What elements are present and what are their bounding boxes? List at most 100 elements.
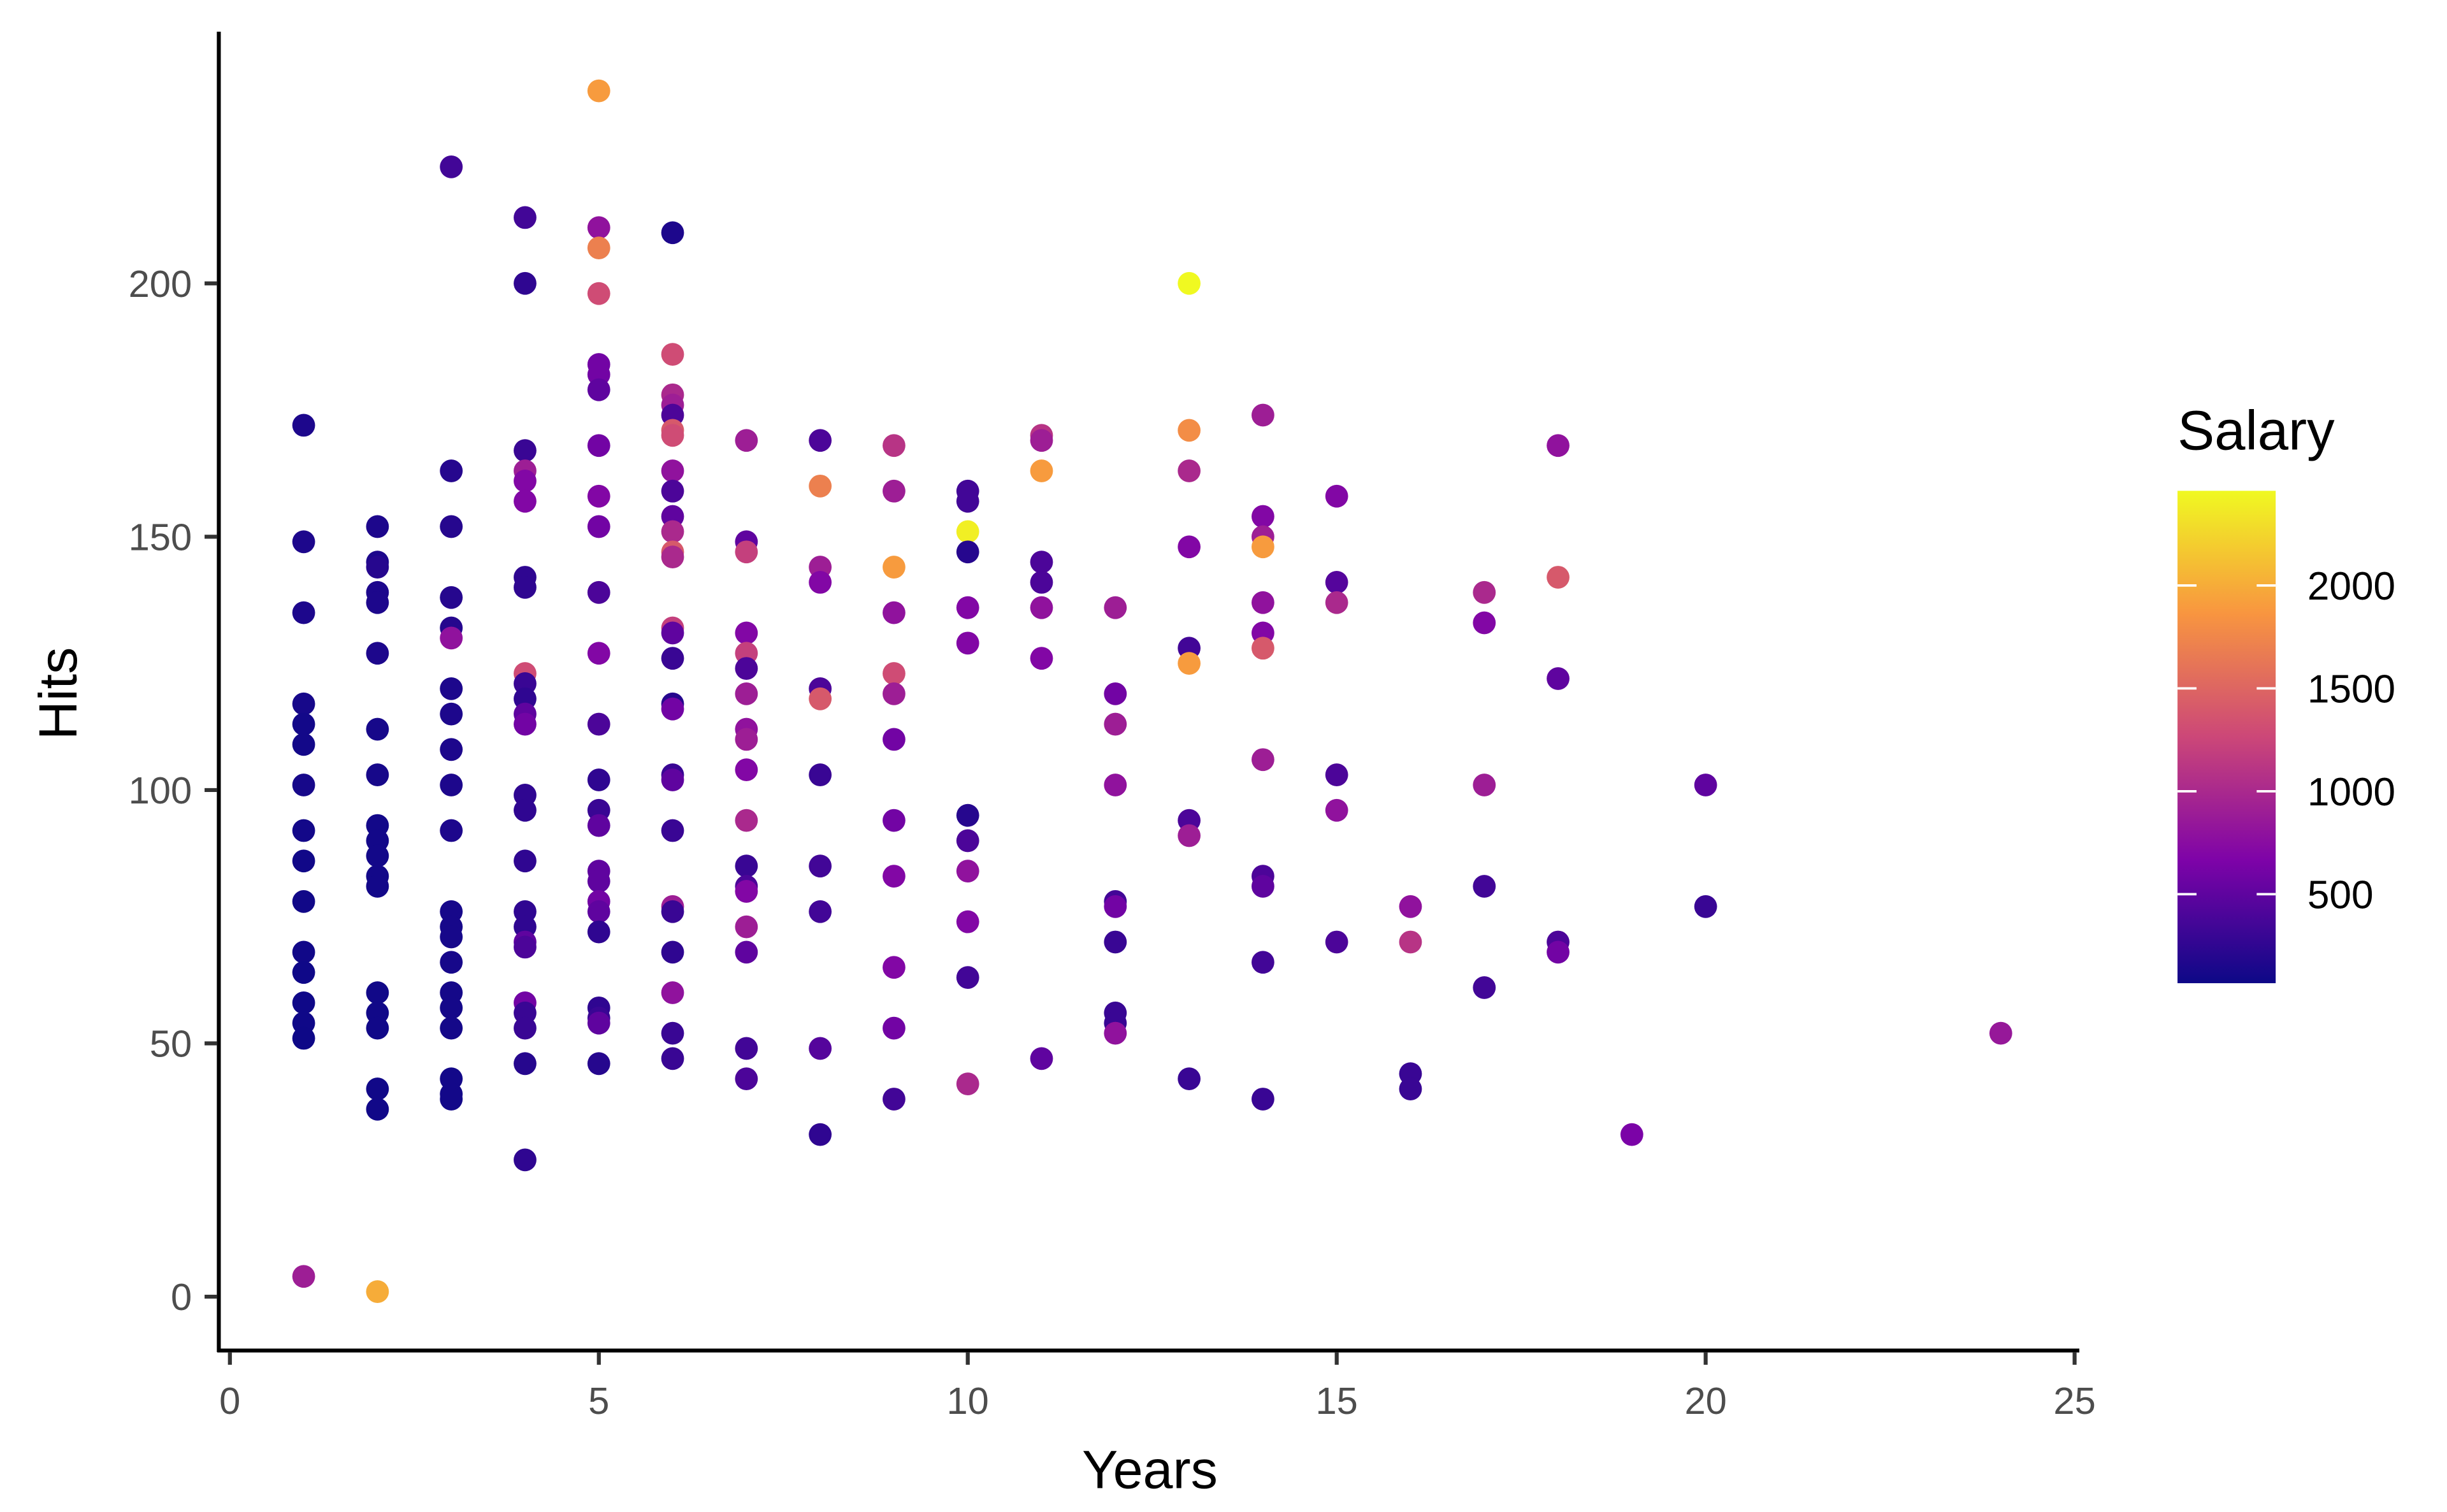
data-point xyxy=(1178,652,1201,675)
data-point xyxy=(661,459,684,482)
data-point xyxy=(587,900,610,923)
x-tick-label: 15 xyxy=(1316,1379,1358,1422)
data-point xyxy=(292,961,315,984)
data-point xyxy=(735,621,758,645)
data-point xyxy=(883,479,906,503)
data-point xyxy=(514,489,537,513)
data-point xyxy=(661,221,684,245)
data-point xyxy=(883,682,906,705)
data-point xyxy=(587,434,610,457)
data-point xyxy=(440,819,463,842)
data-point xyxy=(1620,1123,1643,1146)
data-point xyxy=(661,940,684,964)
data-point xyxy=(661,1021,684,1045)
data-point xyxy=(1325,571,1348,594)
data-point xyxy=(1104,930,1127,954)
data-point xyxy=(809,900,832,923)
data-point xyxy=(956,631,979,655)
data-point xyxy=(587,814,610,837)
data-point xyxy=(956,540,979,564)
data-point xyxy=(514,439,537,463)
data-point xyxy=(1178,459,1201,482)
data-point xyxy=(514,575,537,599)
data-point xyxy=(1030,596,1053,619)
data-point xyxy=(366,844,389,868)
data-point xyxy=(809,1123,832,1146)
data-point xyxy=(661,697,684,721)
data-point xyxy=(809,1037,832,1060)
data-point xyxy=(956,803,979,827)
data-point xyxy=(1104,712,1127,736)
data-point xyxy=(514,1148,537,1172)
data-point xyxy=(292,733,315,756)
data-point xyxy=(1325,763,1348,786)
data-point xyxy=(1473,611,1496,635)
data-point xyxy=(956,860,979,883)
data-point xyxy=(292,1265,315,1288)
data-point xyxy=(292,774,315,796)
data-point xyxy=(661,479,684,503)
data-point xyxy=(1251,637,1274,660)
data-point xyxy=(1251,505,1274,528)
data-point xyxy=(1251,951,1274,974)
data-point xyxy=(661,819,684,842)
data-point xyxy=(883,601,906,624)
legend-tick-label: 500 xyxy=(2307,874,2374,918)
data-point xyxy=(956,966,979,990)
data-point xyxy=(956,829,979,853)
data-point xyxy=(366,591,389,614)
data-point xyxy=(1030,1047,1053,1070)
data-point xyxy=(514,206,537,229)
data-point xyxy=(735,728,758,751)
y-tick-label: 100 xyxy=(129,769,192,812)
data-point xyxy=(661,545,684,569)
y-tick-label: 0 xyxy=(171,1276,192,1318)
data-point xyxy=(440,515,463,538)
data-point xyxy=(587,216,610,240)
data-point xyxy=(366,1280,389,1304)
data-point xyxy=(1325,591,1348,614)
data-point xyxy=(1178,1067,1201,1091)
data-point xyxy=(587,642,610,665)
data-point xyxy=(1325,798,1348,822)
data-point xyxy=(366,515,389,538)
data-point xyxy=(366,642,389,665)
data-point xyxy=(661,900,684,923)
data-point xyxy=(587,712,610,736)
x-tick-label: 5 xyxy=(588,1379,609,1422)
data-points xyxy=(292,79,2012,1304)
legend-tick-label: 1000 xyxy=(2307,770,2395,814)
data-point xyxy=(292,601,315,624)
data-point xyxy=(587,515,610,538)
data-point xyxy=(366,1016,389,1040)
data-point xyxy=(809,687,832,710)
data-point xyxy=(514,935,537,959)
data-point xyxy=(883,1016,906,1040)
data-point xyxy=(514,271,537,295)
data-point xyxy=(1989,1021,2012,1045)
y-tick-label: 200 xyxy=(129,263,192,305)
data-point xyxy=(883,556,906,579)
data-point xyxy=(587,870,610,893)
data-point xyxy=(440,1088,463,1111)
data-point xyxy=(1030,429,1053,452)
data-point xyxy=(735,758,758,782)
data-point xyxy=(661,424,684,447)
data-point xyxy=(1325,930,1348,954)
data-point xyxy=(1178,419,1201,442)
data-point xyxy=(587,1011,610,1035)
legend-title: Salary xyxy=(2177,400,2335,462)
x-axis-ticks: 0 5 10 15 20 25 xyxy=(219,1352,2096,1422)
data-point xyxy=(735,657,758,680)
data-point xyxy=(883,809,906,832)
data-point xyxy=(883,865,906,888)
data-point xyxy=(366,875,389,898)
data-point xyxy=(292,849,315,873)
data-point xyxy=(1104,596,1127,619)
data-point xyxy=(1030,571,1053,594)
data-point xyxy=(735,682,758,705)
data-point xyxy=(292,1026,315,1050)
data-point xyxy=(514,849,537,873)
data-point xyxy=(661,520,684,544)
